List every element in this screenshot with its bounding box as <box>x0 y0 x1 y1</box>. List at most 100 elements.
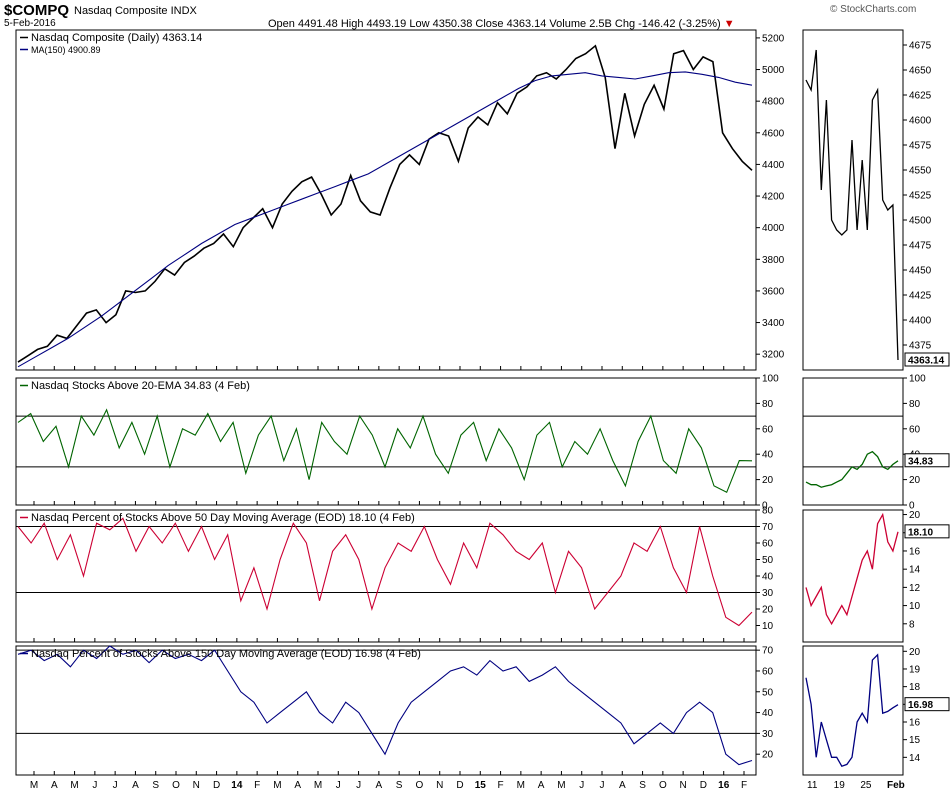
side-series-line-price <box>805 49 899 361</box>
x-tick-label: N <box>436 780 443 791</box>
side-y-tick-label-pct_20ema: 0 <box>909 501 915 512</box>
side-frame-pct_50dma <box>802 509 904 643</box>
volume-label: Volume <box>549 18 587 30</box>
x-tick-label: J <box>92 780 97 791</box>
y-tick-label-pct_150dma: 20 <box>762 750 774 761</box>
last-value-label-pct_50dma: 18.10 <box>908 527 933 538</box>
y-tick-label-pct_150dma: 30 <box>762 729 774 740</box>
close-value: 4363.14 <box>506 18 547 30</box>
low-value: 4350.38 <box>432 18 473 30</box>
side-y-tick-label-pct_150dma: 19 <box>909 664 921 675</box>
series-line-price-0 <box>17 44 753 363</box>
side-series-line-pct_20ema <box>805 450 899 488</box>
y-tick-label-price: 4400 <box>762 160 785 171</box>
x-tick-label: O <box>659 780 667 791</box>
y-tick-label-pct_150dma: 60 <box>762 666 774 677</box>
x-tick-label: N <box>193 780 200 791</box>
side-y-tick-label-pct_150dma: 15 <box>909 735 921 746</box>
side-y-tick-label-price: 4600 <box>909 116 932 127</box>
y-tick-label-pct_50dma: 50 <box>762 555 774 566</box>
chg-value: -146.42 (-3.25%) <box>638 18 721 30</box>
down-arrow-icon: ▼ <box>723 18 735 30</box>
side-series-line-pct_50dma <box>805 512 899 626</box>
side-y-tick-label-pct_150dma: 18 <box>909 682 921 693</box>
side-y-tick-label-pct_20ema: 100 <box>909 374 926 385</box>
y-tick-label-pct_50dma: 70 <box>762 522 774 533</box>
panel-frame-pct_150dma <box>15 645 757 776</box>
y-tick-label-pct_150dma: 50 <box>762 687 774 698</box>
side-y-tick-label-price: 4475 <box>909 241 932 252</box>
side-y-tick-label-price: 4550 <box>909 166 932 177</box>
side-series-line-pct_150dma <box>805 653 899 767</box>
side-y-tick-label-price: 4375 <box>909 341 932 352</box>
x-tick-label: D <box>456 780 463 791</box>
last-value-box-price <box>904 352 950 367</box>
brand-logo: © StockCharts.com <box>830 4 917 15</box>
side-y-tick-label-pct_150dma: 20 <box>909 647 921 658</box>
x-tick-label: 16 <box>718 780 730 791</box>
y-tick-label-price: 4200 <box>762 192 785 203</box>
side-y-tick-label-pct_50dma: 14 <box>909 565 921 576</box>
x-tick-label: J <box>356 780 361 791</box>
legend-entry-pct_50dma-0: Nasdaq Percent of Stocks Above 50 Day Mo… <box>31 512 415 524</box>
side-y-tick-label-pct_50dma: 8 <box>909 619 915 630</box>
side-y-tick-label-pct_150dma: 14 <box>909 753 921 764</box>
y-tick-label-pct_20ema: 100 <box>762 374 779 385</box>
y-tick-label-price: 3400 <box>762 318 785 329</box>
y-tick-label-pct_20ema: 80 <box>762 399 774 410</box>
x-tick-label: J <box>113 780 118 791</box>
side-y-tick-label-pct_50dma: 12 <box>909 583 921 594</box>
side-y-tick-label-price: 4500 <box>909 216 932 227</box>
x-tick-label: M <box>70 780 78 791</box>
y-tick-label-pct_20ema: 40 <box>762 450 774 461</box>
x-tick-label: S <box>639 780 646 791</box>
side-x-tick-label: 25 <box>860 780 872 791</box>
high-label: High <box>340 18 364 30</box>
side-x-tick-label: 11 <box>807 780 818 791</box>
series-line-pct_20ema-0 <box>17 408 753 494</box>
side-y-tick-label-pct_50dma: 10 <box>909 601 921 612</box>
side-y-tick-label-pct_20ema: 20 <box>909 475 921 486</box>
side-y-tick-label-pct_20ema: 80 <box>909 399 921 410</box>
series-line-pct_50dma-0 <box>17 517 753 627</box>
x-tick-label: O <box>172 780 180 791</box>
x-tick-label: S <box>396 780 403 791</box>
last-value-box-pct_20ema <box>904 453 950 468</box>
series-line-pct_150dma-0 <box>17 645 753 766</box>
volume-value: 2.5B <box>589 18 612 30</box>
legend-entry-pct_150dma-0: Nasdaq Percent of Stocks Above 150 Day M… <box>31 648 421 660</box>
side-x-tick-label: Feb <box>887 780 905 791</box>
x-tick-label: N <box>680 780 687 791</box>
last-value-box-pct_50dma <box>904 524 950 539</box>
panel-frame-pct_20ema <box>15 377 757 506</box>
y-tick-label-price: 4800 <box>762 97 785 108</box>
y-tick-label-pct_50dma: 60 <box>762 539 774 550</box>
side-y-tick-label-pct_20ema: 60 <box>909 424 921 435</box>
high-value: 4493.19 <box>366 18 407 30</box>
legend-entry-price-1: MA(150) 4900.89 <box>31 45 101 55</box>
y-tick-label-price: 3800 <box>762 255 785 266</box>
y-tick-label-pct_50dma: 20 <box>762 605 774 616</box>
y-tick-label-pct_150dma: 40 <box>762 708 774 719</box>
side-y-tick-label-price: 4575 <box>909 141 932 152</box>
close-label: Close <box>475 18 504 30</box>
legend-entry-price-0: Nasdaq Composite (Daily) 4363.14 <box>31 32 202 44</box>
x-tick-label: F <box>498 780 504 791</box>
last-value-label-pct_150dma: 16.98 <box>908 700 933 711</box>
x-tick-label: M <box>557 780 565 791</box>
legend-entry-pct_20ema-0: Nasdaq Stocks Above 20-EMA 34.83 (4 Feb) <box>31 380 250 392</box>
x-tick-label: A <box>51 780 58 791</box>
side-frame-price <box>802 29 904 371</box>
open-value: 4491.48 <box>297 18 338 30</box>
x-tick-label: M <box>273 780 281 791</box>
y-tick-label-pct_50dma: 10 <box>762 621 774 632</box>
x-tick-label: D <box>213 780 220 791</box>
y-tick-label-pct_150dma: 70 <box>762 646 774 657</box>
side-y-tick-label-pct_50dma: 16 <box>909 546 921 557</box>
x-tick-label: J <box>600 780 605 791</box>
x-tick-label: F <box>741 780 747 791</box>
x-tick-label: 14 <box>231 780 243 791</box>
series-line-price-1 <box>17 71 753 368</box>
x-tick-label: A <box>376 780 383 791</box>
last-value-label-pct_20ema: 34.83 <box>908 456 933 467</box>
